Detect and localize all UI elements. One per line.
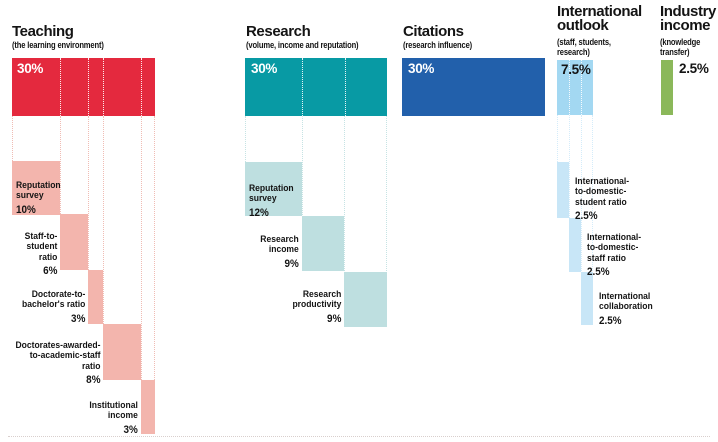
international-main-block: 7.5% [557, 60, 593, 115]
teaching-main-pct: 30% [17, 61, 44, 76]
research-guide-3 [344, 116, 345, 327]
teaching-part-institutional-income-block [141, 380, 155, 434]
teaching-part-staff-student-block [60, 214, 88, 270]
teaching-part-doctorate-bachelor-label: Doctorate-to- bachelor's ratio 3% [21, 288, 85, 325]
teaching-guide-3 [88, 116, 89, 324]
teaching-part-doctorates-awarded-label: Doctorates-awarded- to-academic-staff ra… [14, 339, 101, 386]
teaching-subtitle: (the learning environment) [12, 40, 104, 51]
international-part-collaboration-block [581, 272, 593, 325]
citations-subtitle: (research influence) [403, 40, 473, 51]
teaching-main-sep-4 [141, 58, 142, 116]
research-part-reputation-survey-label: Reputation survey 12% [249, 182, 294, 219]
international-main-pct: 7.5% [561, 62, 591, 77]
teaching-guide-4 [103, 116, 104, 324]
teaching-part-institutional-income-label: Institutional income 3% [89, 399, 138, 436]
international-outlook-title: International outlook [557, 3, 642, 34]
international-guide-4 [592, 115, 593, 325]
teaching-main-sep-1 [60, 58, 61, 116]
teaching-part-reputation-survey-block [12, 161, 60, 215]
international-guide-2 [569, 115, 570, 272]
teaching-main-block: 30% [12, 58, 155, 116]
international-part-student-ratio-block [557, 162, 569, 218]
international-part-student-ratio-label: International- to-domestic- student rati… [575, 175, 630, 222]
teaching-main-sep-2 [88, 58, 89, 116]
international-part-staff-ratio-label: International- to-domestic- staff ratio … [587, 231, 642, 278]
research-main-pct: 30% [251, 61, 278, 76]
teaching-part-reputation-survey-label: Reputation survey 10% [16, 179, 61, 216]
research-part-reputation-survey-block [245, 162, 302, 216]
international-part-staff-ratio-block [569, 218, 581, 272]
citations-title: Citations [403, 23, 464, 40]
citations-main-pct: 30% [408, 61, 435, 76]
international-main-sep-2 [581, 60, 582, 115]
teaching-title: Teaching [12, 23, 74, 40]
teaching-guide-6 [154, 116, 155, 434]
research-main-sep-1 [302, 58, 303, 116]
teaching-guide-2 [60, 116, 61, 270]
citations-main-block: 30% [402, 58, 545, 116]
teaching-main-sep-3 [103, 58, 104, 116]
international-guide-3 [581, 115, 582, 325]
teaching-guide-5 [141, 116, 142, 434]
bottom-baseline [8, 436, 710, 437]
research-part-research-productivity-block [344, 272, 387, 327]
research-subtitle: (volume, income and reputation) [246, 40, 359, 51]
research-title: Research [246, 23, 311, 40]
industry-income-title: Industry income [660, 3, 716, 34]
industry-income-subtitle: (knowledge transfer) [660, 37, 701, 58]
research-main-block: 30% [245, 58, 387, 116]
teaching-part-staff-student-label: Staff-to- student ratio 6% [24, 230, 57, 277]
research-part-research-productivity-label: Research productivity 9% [292, 288, 341, 325]
industry-main-pct: 2.5% [679, 61, 709, 76]
research-guide-4 [386, 116, 387, 327]
international-part-collaboration-label: International collaboration 2.5% [599, 290, 653, 327]
teaching-part-doctorate-bachelor-block [88, 270, 103, 324]
research-part-research-income-label: Research income 9% [260, 233, 299, 270]
research-part-research-income-block [302, 216, 344, 271]
industry-main-block [661, 60, 673, 115]
international-main-sep-1 [569, 60, 570, 115]
teaching-part-doctorates-awarded-block [103, 324, 141, 380]
international-outlook-subtitle: (staff, students, research) [557, 37, 611, 58]
research-guide-2 [302, 116, 303, 271]
research-main-sep-2 [345, 58, 346, 116]
